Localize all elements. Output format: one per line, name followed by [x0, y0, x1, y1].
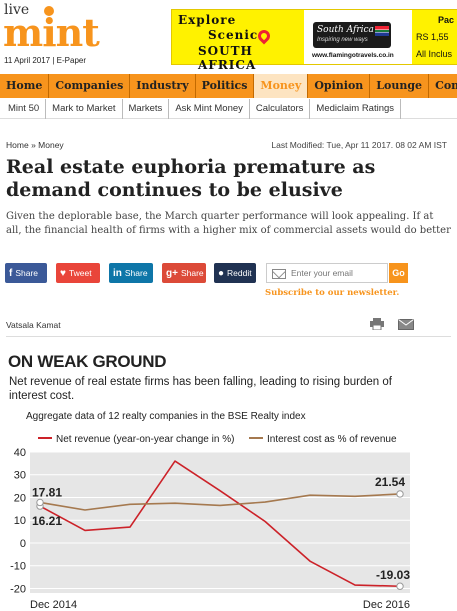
nav-industry[interactable]: Industry: [130, 74, 196, 98]
y-tick-label: 10: [14, 515, 26, 527]
y-tick-label: 30: [14, 470, 26, 482]
twitter-share-button[interactable]: ♥ Tweet: [56, 263, 100, 283]
last-modified: Last Modified: Tue, Apr 11 2017. 08 02 A…: [271, 140, 447, 150]
chart: Net revenue (year-on-year change in %) I…: [10, 434, 410, 611]
google-plus-icon: g+: [166, 268, 178, 279]
google-plus-share-button[interactable]: g+ Share: [162, 263, 206, 283]
ad-line-2: Scenic: [208, 28, 259, 42]
envelope-icon[interactable]: [398, 319, 414, 330]
breadcrumb: Home » Money: [6, 140, 64, 150]
envelope-icon: [272, 269, 286, 279]
subnav-mint50[interactable]: Mint 50: [0, 99, 47, 119]
nav-lounge[interactable]: Lounge: [370, 74, 430, 98]
dateline: 11 April 2017 | E-Paper: [4, 56, 87, 65]
nav-consumer[interactable]: Con: [429, 74, 457, 98]
logo-dot: [44, 6, 54, 16]
subnav-mark-to-market[interactable]: Mark to Market: [46, 99, 123, 119]
data-label-interest-end: 21.54: [375, 475, 405, 489]
ad-line-1: Explore: [178, 13, 237, 27]
y-tick-label: 20: [14, 492, 26, 504]
plot-background: [30, 452, 410, 593]
linkedin-icon: in: [113, 268, 122, 279]
subnav-ask-mint-money[interactable]: Ask Mint Money: [169, 99, 250, 119]
subnav-calculators[interactable]: Calculators: [250, 99, 311, 119]
twitter-icon: ♥: [60, 268, 66, 279]
logo-live-text[interactable]: live: [4, 2, 30, 18]
reddit-icon: ●: [218, 268, 225, 279]
chart-legend: Net revenue (year-on-year change in %) I…: [38, 434, 397, 445]
newsletter-email-box: [266, 263, 388, 283]
site-header: live mint 11 April 2017 | E-Paper Explor…: [0, 0, 457, 72]
chart-subtitle: Net revenue of real estate firms has bee…: [9, 376, 392, 402]
epaper-link[interactable]: E-Paper: [56, 56, 87, 65]
nav-opinion[interactable]: Opinion: [308, 74, 371, 98]
data-point: [396, 582, 404, 590]
legend-label-interest: Interest cost as % of revenue: [267, 434, 397, 445]
y-tick-label: 0: [20, 538, 26, 550]
subnav-mediclaim-ratings[interactable]: Mediclaim Ratings: [310, 99, 402, 119]
y-tick-label: 40: [14, 447, 26, 459]
x-tick-label: Dec 2014: [30, 599, 77, 611]
facebook-icon: f: [9, 268, 13, 279]
divider: [6, 336, 451, 337]
author-name[interactable]: Vatsala Kamat: [6, 320, 61, 330]
y-tick-label: -10: [10, 561, 26, 573]
nav-politics[interactable]: Politics: [196, 74, 255, 98]
sub-nav: Mint 50 Mark to Market Markets Ask Mint …: [0, 99, 457, 119]
advertisement-banner[interactable]: Explore Scenic SOUTH AFRICA South Africa…: [171, 9, 457, 72]
data-point: [396, 490, 404, 498]
linkedin-share-button[interactable]: in Share: [109, 263, 153, 283]
ad-brand-logo: South Africa Inspiring new ways: [313, 22, 391, 48]
x-tick-label: Dec 2016: [363, 599, 410, 611]
subscribe-link[interactable]: Subscribe to our newsletter.: [265, 288, 400, 298]
subnav-markets[interactable]: Markets: [123, 99, 170, 119]
reddit-share-button[interactable]: ● Reddit: [214, 263, 256, 283]
nav-money[interactable]: Money: [254, 74, 309, 98]
site-logo[interactable]: mint: [3, 10, 100, 55]
breadcrumb-home[interactable]: Home: [6, 140, 29, 150]
printer-icon[interactable]: [370, 318, 384, 330]
data-label-revenue-start: 16.21: [32, 514, 62, 528]
flag-icon: [375, 26, 389, 36]
interest-cost-line: [39, 493, 401, 511]
newsletter-go-button[interactable]: Go: [389, 263, 408, 283]
net-revenue-line: [39, 460, 401, 588]
nav-companies[interactable]: Companies: [49, 74, 131, 98]
chart-note: Aggregate data of 12 realty companies in…: [26, 411, 306, 422]
data-label-interest-start: 17.81: [32, 485, 62, 499]
facebook-share-button[interactable]: f Share: [5, 263, 47, 283]
legend-label-net-revenue: Net revenue (year-on-year change in %): [56, 434, 234, 445]
article-summary: Given the deplorable base, the March qua…: [6, 211, 451, 236]
newsletter-email-input[interactable]: [291, 264, 387, 282]
ad-line-3: SOUTH AFRICA: [198, 44, 257, 72]
edition-date: 11 April 2017: [4, 56, 51, 65]
ad-url: www.flamingotravels.co.in: [312, 52, 394, 59]
page-title: Real estate euphoria premature as demand…: [6, 156, 376, 201]
nav-home[interactable]: Home: [0, 74, 50, 98]
breadcrumb-money[interactable]: Money: [38, 140, 64, 150]
chart-title: ON WEAK GROUND: [8, 352, 167, 371]
data-label-revenue-end: -19.03: [376, 568, 410, 582]
y-tick-label: -20: [10, 583, 26, 595]
data-point: [36, 498, 44, 507]
main-nav: Home Companies Industry Politics Money O…: [0, 74, 457, 98]
